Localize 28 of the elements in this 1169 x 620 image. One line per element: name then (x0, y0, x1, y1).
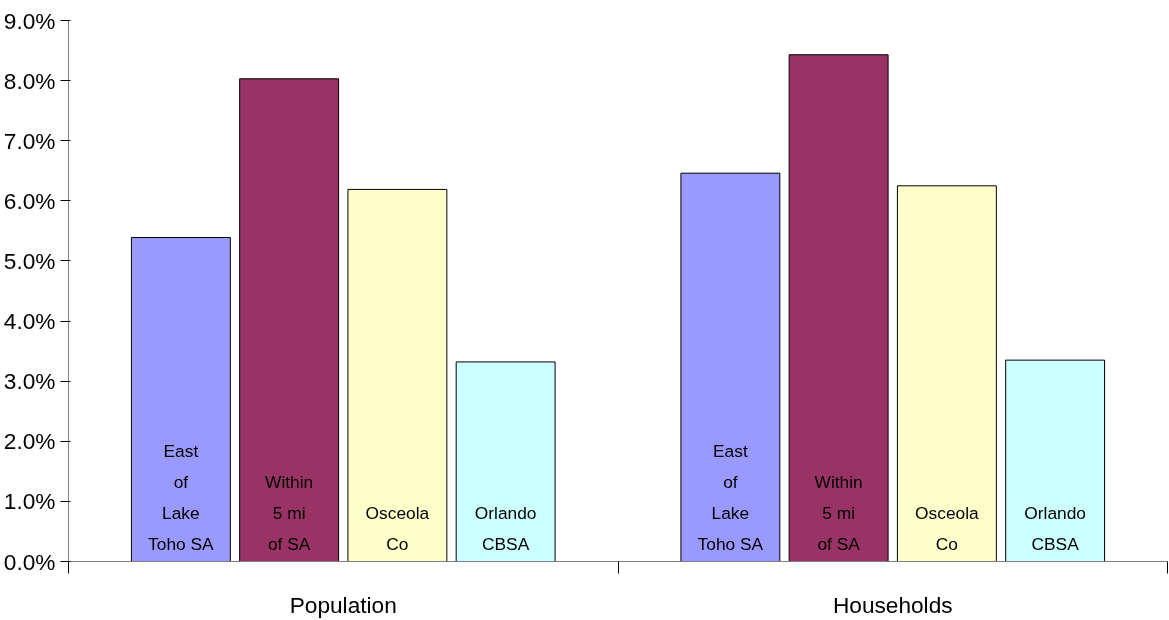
bar (455, 361, 556, 562)
bar (788, 54, 889, 562)
bar (130, 237, 231, 562)
text: East of Lake Toho SA (697, 440, 764, 554)
y-tick-label: 1.0% (3, 488, 56, 515)
y-tick-label: 3.0% (3, 368, 56, 395)
series-label: Orlando CBSA (474, 502, 537, 554)
y-tick-label: 4.0% (3, 308, 56, 335)
series-label: East of Lake Toho SA (148, 440, 215, 554)
x-tick-label: Households (832, 591, 953, 618)
y-tick-label: 7.0% (3, 127, 56, 154)
bar (347, 188, 448, 562)
bar (896, 185, 997, 562)
y-tick-label: 0.0% (3, 548, 56, 575)
y-tick-label: 8.0% (3, 67, 56, 94)
y-tick-label: 9.0% (3, 7, 56, 34)
bar (239, 78, 340, 562)
y-tick-label: 5.0% (3, 247, 56, 274)
y-tick-label: 2.0% (3, 428, 56, 455)
series-label: Within 5 mi of SA (265, 471, 314, 554)
text: Osceola Co (915, 502, 979, 554)
bar (680, 172, 781, 562)
text: Orlando CBSA (1024, 502, 1086, 554)
y-tick-label: 6.0% (3, 187, 56, 214)
series-label: Osceola Co (365, 502, 430, 554)
x-tick-label: Population (289, 591, 397, 618)
text: Within 5 mi of SA (814, 471, 863, 554)
bar (1005, 359, 1106, 562)
